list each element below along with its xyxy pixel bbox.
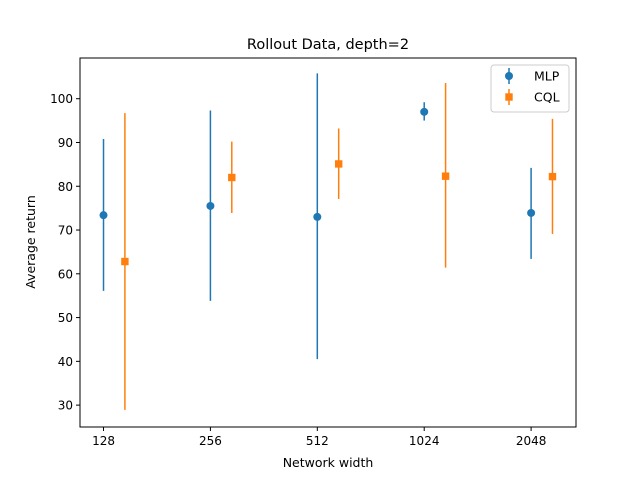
y-tick-label: 50 bbox=[58, 311, 73, 325]
data-point bbox=[334, 160, 343, 168]
data-point bbox=[121, 257, 129, 266]
legend-marker bbox=[505, 93, 513, 101]
legend: MLP CQL bbox=[490, 64, 570, 113]
axes-frame bbox=[79, 57, 577, 428]
data-point bbox=[206, 201, 215, 210]
y-tick-label: 40 bbox=[58, 355, 73, 369]
x-tick-label: 2048 bbox=[516, 434, 547, 448]
data-point bbox=[313, 212, 322, 221]
chart-title: Rollout Data, depth=2 bbox=[247, 37, 409, 53]
x-tick-label: 128 bbox=[92, 434, 115, 448]
legend-label: MLP bbox=[534, 69, 560, 84]
x-axis-label: Network width bbox=[283, 455, 374, 470]
data-point bbox=[548, 172, 557, 181]
legend-label: CQL bbox=[534, 90, 560, 105]
y-tick-label: 90 bbox=[58, 136, 73, 150]
data-point bbox=[527, 208, 536, 217]
plot-area bbox=[80, 58, 576, 427]
data-point bbox=[441, 172, 450, 180]
data-marks bbox=[99, 73, 557, 410]
x-tick-label: 256 bbox=[199, 434, 222, 448]
y-tick-label: 30 bbox=[58, 399, 73, 413]
plot-background bbox=[80, 58, 576, 427]
legend-marker bbox=[505, 72, 513, 80]
x-tick-label: 512 bbox=[306, 434, 329, 448]
y-axis-label: Average return bbox=[23, 195, 38, 289]
y-tick-label: 80 bbox=[58, 180, 73, 194]
y-tick-label: 70 bbox=[58, 224, 73, 238]
x-tick-label: 1024 bbox=[409, 434, 440, 448]
y-tick-label: 100 bbox=[50, 92, 73, 106]
data-point bbox=[228, 173, 236, 182]
data-point bbox=[420, 107, 429, 116]
y-tick-label: 60 bbox=[58, 267, 73, 281]
data-point bbox=[99, 211, 108, 220]
axes: 30 40 50 60 70 80 90 100 128 256 512 1024 2048 bbox=[50, 57, 577, 448]
